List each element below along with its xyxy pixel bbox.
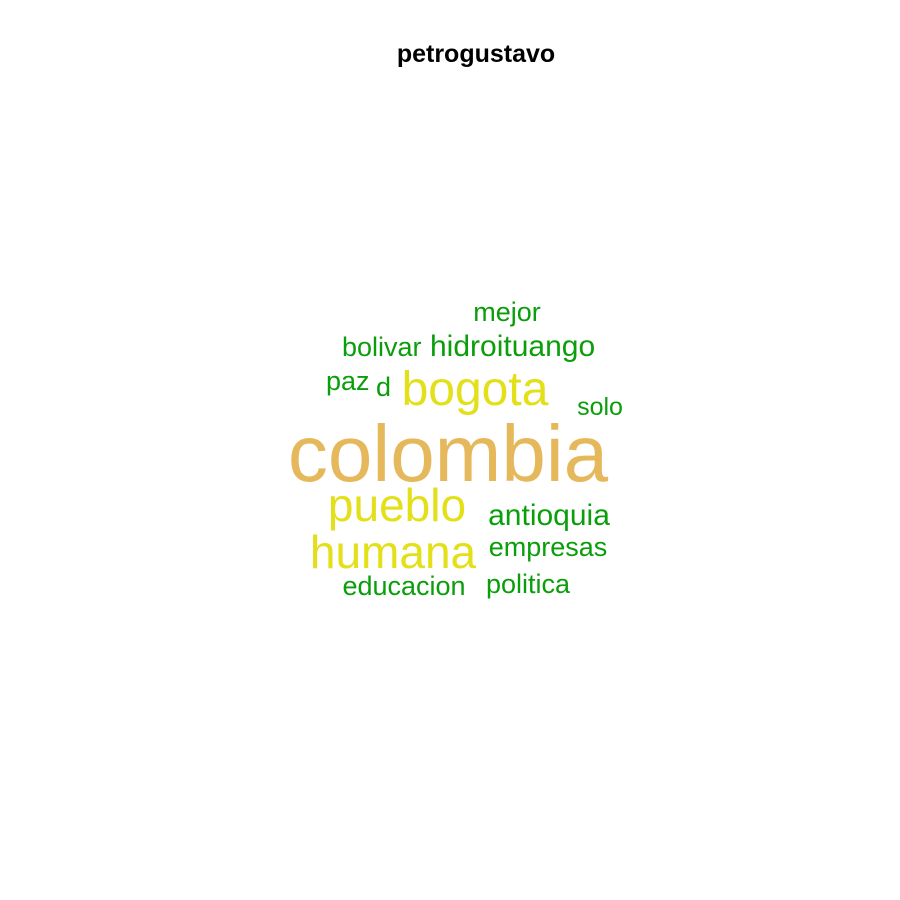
chart-title: petrogustavo: [396, 40, 556, 68]
word-d: d: [376, 372, 391, 402]
word-antioquia: antioquia: [488, 499, 610, 532]
word-pueblo: pueblo: [328, 479, 466, 531]
word-solo: solo: [577, 393, 623, 421]
word-paz: paz: [326, 366, 370, 396]
word-bolivar: bolivar: [342, 332, 422, 362]
word-hidroituango: hidroituango: [430, 330, 595, 363]
word-empresas: empresas: [489, 532, 608, 562]
word-mejor: mejor: [473, 297, 541, 327]
word-colombia: colombia: [288, 409, 609, 498]
word-politica: politica: [486, 569, 571, 599]
word-educacion: educacion: [342, 571, 465, 601]
word-bogota: bogota: [402, 363, 549, 416]
word-humana: humana: [310, 526, 477, 578]
